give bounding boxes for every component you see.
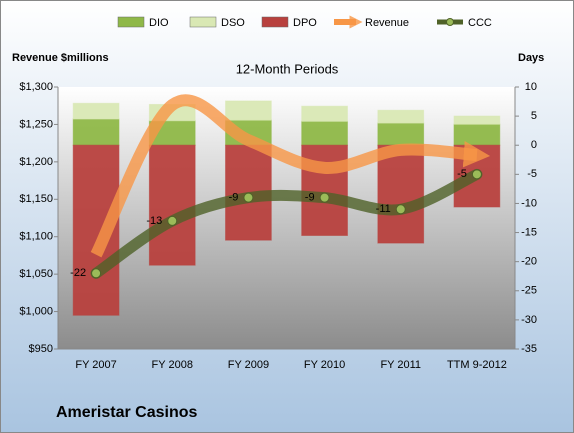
y-tick-label: $1,250 xyxy=(19,118,53,130)
data-label: -22 xyxy=(70,267,86,279)
data-label: -9 xyxy=(305,192,315,204)
bar xyxy=(377,144,425,244)
point xyxy=(319,192,330,203)
bar xyxy=(301,105,348,122)
x-tick-label: FY 2007 xyxy=(75,359,116,371)
y-tick-label: $1,050 xyxy=(19,268,53,280)
bar xyxy=(377,122,425,146)
y-tick-label: $1,100 xyxy=(19,231,53,243)
bar xyxy=(301,144,348,236)
y-tick-label: $1,200 xyxy=(19,156,53,168)
point xyxy=(91,268,102,279)
x-tick-label: TTM 9-2012 xyxy=(447,359,507,371)
y2-tick-label: -30 xyxy=(521,314,537,326)
y-tick-label: $1,000 xyxy=(19,305,53,317)
point xyxy=(167,215,178,226)
y2-tick-label: 10 xyxy=(525,81,537,93)
y2-tick-label: -20 xyxy=(521,256,537,268)
y-tick-label: $1,300 xyxy=(19,81,53,93)
bar xyxy=(148,144,196,266)
legend-swatch xyxy=(261,16,289,28)
y-axis-title: Revenue $millions xyxy=(12,52,109,64)
bar xyxy=(225,100,272,121)
legend-swatch xyxy=(446,18,454,26)
y2-tick-label: 5 xyxy=(531,110,537,122)
point xyxy=(243,192,254,203)
legend-label: DPO xyxy=(293,17,317,29)
x-tick-label: FY 2011 xyxy=(380,359,421,371)
y2-tick-label: -10 xyxy=(521,197,537,209)
y2-tick-label: -15 xyxy=(521,226,537,238)
bar xyxy=(72,102,120,120)
bar xyxy=(377,109,425,124)
point xyxy=(395,204,406,215)
plot-area xyxy=(58,87,515,349)
bar xyxy=(72,118,120,146)
line xyxy=(90,168,483,279)
data-label: -13 xyxy=(146,215,162,227)
point xyxy=(471,169,482,180)
data-label: -11 xyxy=(376,203,391,215)
data-label: -9 xyxy=(229,192,239,204)
bar xyxy=(453,123,501,146)
legend: DIO DSO DPO Revenue CCC xyxy=(117,15,492,29)
legend-swatch xyxy=(117,16,145,28)
bar xyxy=(453,115,501,125)
y2-tick-label: 0 xyxy=(531,139,537,151)
y-tick-label: $1,150 xyxy=(19,193,53,205)
legend-label: DIO xyxy=(149,17,169,29)
x-tick-label: FY 2010 xyxy=(304,359,345,371)
line xyxy=(90,94,491,258)
legend-label: Revenue xyxy=(365,17,409,29)
x-tick-label: FY 2009 xyxy=(228,359,269,371)
legend-swatch xyxy=(189,16,217,28)
y2-tick-label: -35 xyxy=(521,343,537,355)
chart-title: 12-Month Periods xyxy=(236,61,339,76)
footer: Ameristar Casinos xyxy=(56,404,197,421)
legend-label: DSO xyxy=(221,17,245,29)
y2-tick-label: -25 xyxy=(521,285,537,297)
bar xyxy=(301,120,348,146)
y2-axis-title: Days xyxy=(518,52,544,64)
y2-tick-label: -5 xyxy=(527,168,537,180)
data-label: -5 xyxy=(457,168,467,180)
x-tick-label: FY 2008 xyxy=(152,359,193,371)
y-tick-label: $950 xyxy=(29,343,53,355)
legend-label: CCC xyxy=(468,17,492,29)
